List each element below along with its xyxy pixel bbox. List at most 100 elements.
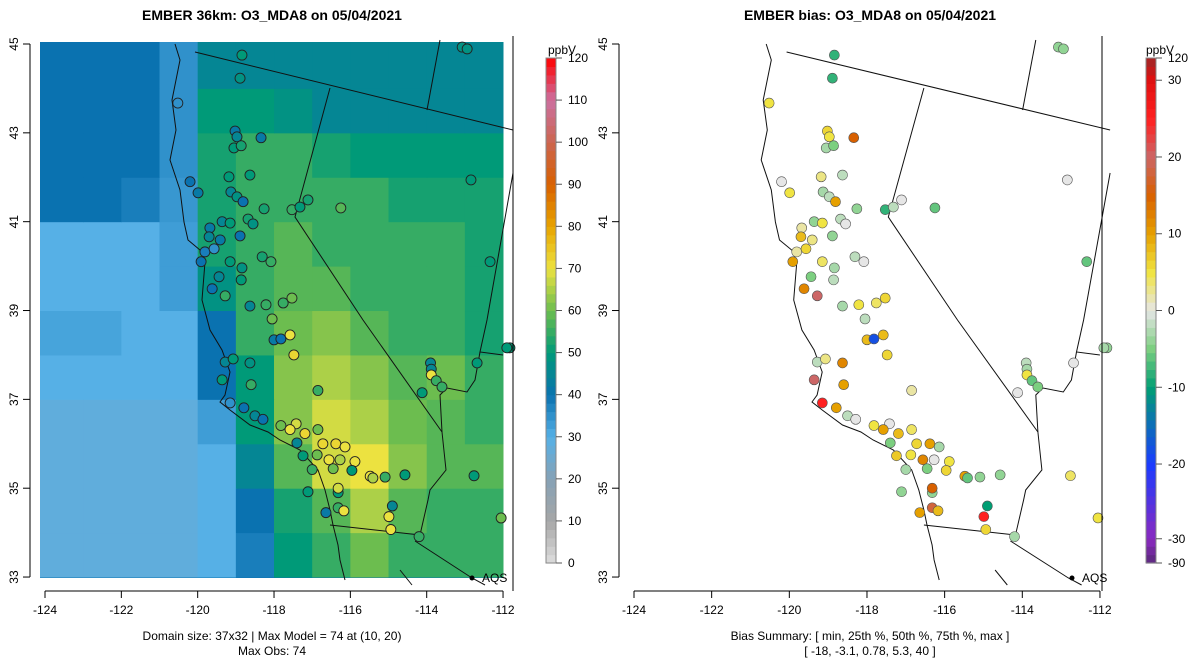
station-obs-point [257,413,269,425]
station-bias-point [850,414,862,425]
x-tick-label: -118 [262,603,285,617]
station-bias-point [868,333,880,345]
grid-cell [121,399,161,445]
grid-cell [350,354,390,400]
colorbar-segment [1146,159,1156,169]
caption-line-2: Max Obs: 74 [238,644,306,658]
colorbar-segment [546,142,556,152]
station-bias-point [838,379,849,391]
station-obs-point [245,379,257,391]
y-tick-label: 45 [7,37,21,51]
grid-cell [312,42,351,89]
grid-cell [350,266,390,312]
colorbar-segment [546,100,556,110]
station-bias-point [806,234,818,246]
grid-cell [40,443,84,489]
colorbar-tick-label: 30 [1168,73,1182,87]
station-obs-point [299,428,311,440]
colorbar-segment [1146,436,1156,446]
grid-cell [197,488,237,534]
y-tick-label: 39 [7,304,21,318]
colorbar-segment [1146,352,1156,362]
colorbar-segment [1146,209,1156,219]
station-bias-point [815,171,827,183]
grid-cell [235,132,275,178]
colorbar-segment [546,159,556,169]
colorbar-segment [1146,520,1156,530]
colorbar-segment [1146,504,1156,514]
colorbar-tick-label: 80 [568,219,582,233]
colorbar-segment [546,453,556,463]
x-tick-label: -112 [1088,603,1111,617]
station-bias-point [884,437,896,449]
grid-cell [197,532,237,578]
station-bias-point [1009,531,1020,542]
station-bias-point [1062,174,1073,186]
border-line [1010,540,1082,586]
grid-cell [197,88,237,134]
colorbar-segment [1146,478,1156,488]
colorbar-segment [546,116,556,126]
legend-label: AQS [1082,571,1107,585]
grid-cell [350,42,390,89]
colorbar-segment [546,554,556,564]
station-obs-point [258,203,270,215]
grid-cell [464,488,504,534]
grid-cell [197,177,237,223]
station-obs-point [327,463,339,475]
station-bias-point [1058,43,1069,55]
colorbar-segment [546,58,556,68]
grid-cell [159,88,199,134]
colorbar-tick-label: -10 [1168,380,1186,394]
grid-cell [121,177,161,223]
x-tick-label: -114 [415,603,438,617]
colorbar-tick-label: 50 [568,346,582,360]
colorbar-segment [1146,167,1156,177]
bias-map-panel: EMBER bias: O3_MDA8 on 05/04/2021 -124 -1… [596,7,1188,658]
colorbar-segment [546,91,556,101]
y-tick-label: 33 [596,570,610,584]
station-obs-point [244,357,256,369]
station-obs-point [484,256,496,268]
station-obs-point [335,202,347,214]
grid-cell [40,266,84,312]
station-obs-point [234,230,246,242]
colorbar-segment [546,83,556,93]
station-points [172,41,516,543]
grid-cell [121,132,161,178]
station-bias-point [906,424,917,435]
colorbar-segment [546,201,556,211]
grid-cell [40,221,84,267]
colorbar-segment [546,310,556,320]
station-bias-point [837,357,848,369]
colorbar-segment [546,217,556,227]
border-line [760,43,940,581]
grid-cell [121,266,161,312]
colorbar-segment [1146,125,1156,135]
station-obs-point [312,385,324,396]
y-tick-label: 35 [7,481,21,495]
colorbar-tick-label: 40 [568,388,582,402]
grid-cell [235,532,275,578]
station-obs-point [214,234,226,246]
station-bias-point [879,292,891,304]
grid-cell [159,310,199,356]
station-bias-point [828,140,839,152]
colorbar-segment [546,529,556,539]
station-obs-point [219,290,231,302]
colorbar-segment [1146,226,1156,236]
grid-cell [40,354,84,400]
x-tick-label: -112 [491,603,514,617]
grid-cell [197,132,237,178]
colorbar-segment [546,125,556,135]
grid-cell [40,532,84,578]
y-tick-label: 41 [7,215,21,229]
colorbar-segment [546,403,556,413]
grid-cell [350,88,390,134]
colorbar-segment [1146,285,1156,295]
x-tick-label: -116 [933,603,956,617]
grid-cell [388,132,428,178]
station-bias-point [1081,256,1093,267]
station-obs-point [436,381,448,393]
colorbar-segment [1146,150,1156,160]
